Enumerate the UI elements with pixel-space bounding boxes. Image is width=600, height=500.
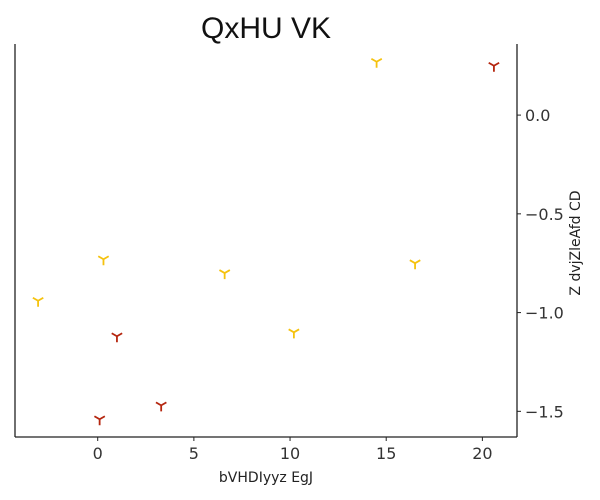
y-tick-label: −1.0 xyxy=(525,304,564,323)
y-tick-label: −1.5 xyxy=(525,402,564,421)
y-axis-label: Z dvjZleAfd CD xyxy=(568,190,584,295)
plot-area xyxy=(14,44,518,438)
scatter-point-series-2 xyxy=(488,61,500,72)
scatter-point-series-1 xyxy=(218,269,231,280)
scatter-point-series-2 xyxy=(155,401,167,412)
scatter-point-series-1 xyxy=(370,57,383,68)
x-axis-ticks: 0 5 10 15 20 xyxy=(93,437,493,463)
x-tick-label: 15 xyxy=(376,444,396,463)
scatter-point-series-1 xyxy=(409,259,421,270)
y-axis-ticks: 0.0 −0.5 −1.0 −1.5 xyxy=(517,106,564,421)
scatter-point-series-1 xyxy=(32,296,44,307)
y-tick-label: 0.0 xyxy=(525,106,550,125)
x-tick-label: 5 xyxy=(189,444,199,463)
scatter-point-series-1 xyxy=(97,255,110,266)
scatter-point-series-2 xyxy=(93,415,106,426)
x-axis-label: bVHDIyyz EgJ xyxy=(219,470,313,486)
data-points xyxy=(32,57,500,426)
x-tick-label: 0 xyxy=(93,444,103,463)
x-tick-label: 20 xyxy=(472,444,492,463)
y-tick-label: −0.5 xyxy=(525,205,564,224)
chart-title: QxHU VK xyxy=(201,12,331,45)
x-tick-label: 10 xyxy=(280,444,300,463)
scatter-point-series-1 xyxy=(288,328,300,339)
scatter-point-series-2 xyxy=(111,332,123,343)
